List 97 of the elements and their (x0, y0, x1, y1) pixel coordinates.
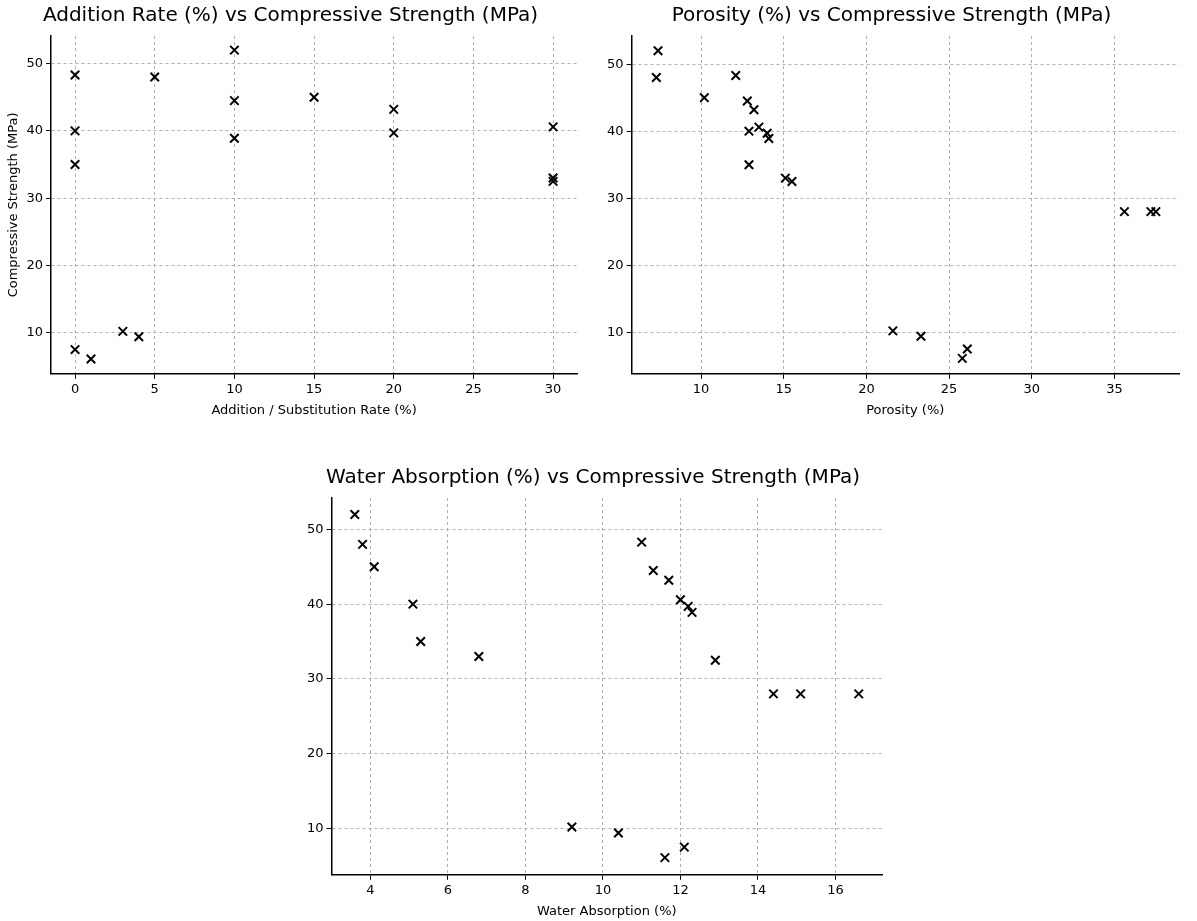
point (699, 92, 710, 103)
point (69, 69, 81, 81)
x-tick-label: 15 (305, 380, 323, 396)
point (915, 331, 927, 342)
point (962, 343, 973, 355)
point (149, 71, 160, 83)
y-tick-label: 30 (607, 189, 624, 205)
y-tick-label: 10 (307, 819, 324, 835)
point (786, 176, 798, 187)
x-tick-label: 15 (775, 380, 792, 396)
point (1145, 206, 1157, 217)
point (730, 70, 741, 81)
y-tick-label: 20 (26, 256, 44, 272)
y-tick-label: 40 (607, 122, 624, 138)
point (613, 827, 624, 839)
point (117, 326, 129, 337)
point (229, 44, 240, 56)
point (308, 91, 320, 103)
x-tick-label: 8 (521, 881, 530, 897)
x-tick-label: 30 (544, 380, 562, 396)
point (69, 344, 81, 355)
point (349, 509, 361, 520)
point (780, 172, 791, 184)
x-axis-title: Addition / Substitution Rate (%) (211, 401, 417, 417)
point (388, 104, 399, 115)
x-tick-label: 20 (385, 380, 403, 396)
x-tick-label: 14 (749, 881, 767, 897)
point (651, 72, 662, 83)
point (768, 688, 779, 700)
x-axis-title: Water Absorption (%) (536, 902, 677, 918)
x-tick-label: 10 (594, 881, 612, 897)
y-tick-label: 10 (26, 324, 44, 340)
x-tick-label: 10 (226, 380, 243, 396)
point (853, 688, 864, 700)
point (357, 539, 368, 550)
x-axis-title: Porosity (%) (866, 401, 945, 417)
chart-title: Addition Rate (%) vs Compressive Strength (MPa) (42, 2, 539, 27)
x-tick-label: 0 (70, 380, 80, 396)
y-tick-label: 10 (607, 323, 624, 339)
point (652, 45, 664, 56)
point (547, 121, 559, 133)
point (686, 607, 698, 618)
point (368, 561, 380, 573)
point (636, 536, 647, 548)
point (547, 176, 559, 187)
x-tick-label: 35 (1106, 380, 1123, 396)
point (887, 325, 899, 337)
x-tick-label: 12 (672, 881, 689, 897)
chart-title: Porosity (%) vs Compressive Strength (MPa) (671, 2, 1112, 27)
y-tick-label: 20 (307, 745, 324, 761)
y-tick-label: 50 (307, 520, 324, 536)
point (566, 821, 578, 833)
point (679, 841, 690, 853)
y-tick-label: 40 (307, 595, 324, 611)
point (388, 127, 399, 139)
point (710, 654, 721, 666)
y-tick-label: 50 (26, 54, 44, 70)
x-tick-label: 6 (443, 881, 452, 897)
point (69, 159, 81, 170)
y-tick-label: 40 (26, 122, 44, 138)
point (795, 688, 806, 700)
point (69, 125, 81, 137)
point (473, 651, 485, 662)
y-axis-title: Compressive Strength (MPa) (5, 112, 21, 298)
point (957, 353, 968, 364)
point (748, 104, 760, 115)
point (415, 636, 426, 647)
x-tick-label: 16 (827, 881, 844, 897)
point (682, 601, 694, 612)
x-tick-label: 25 (940, 380, 958, 396)
x-tick-label: 25 (465, 380, 482, 396)
point (675, 594, 686, 605)
point (229, 133, 240, 144)
point (1119, 206, 1130, 217)
x-tick-label: 30 (1023, 380, 1041, 396)
point (85, 353, 97, 365)
point (742, 95, 753, 107)
x-tick-label: 4 (366, 881, 375, 897)
point (1150, 206, 1162, 217)
point (648, 565, 659, 576)
point (753, 121, 765, 133)
point (743, 125, 755, 137)
y-tick-label: 20 (607, 256, 624, 272)
point (659, 852, 671, 863)
point (663, 575, 675, 586)
point (133, 331, 145, 343)
x-tick-label: 5 (150, 380, 159, 396)
y-tick-label: 50 (607, 55, 624, 71)
point (547, 172, 559, 184)
point (229, 95, 240, 106)
x-tick-label: 20 (858, 380, 875, 396)
y-tick-label: 30 (26, 189, 44, 205)
point (407, 598, 419, 610)
x-tick-label: 10 (692, 380, 710, 396)
point (743, 159, 755, 170)
y-tick-label: 30 (307, 670, 324, 686)
chart-title: Water Absorption (%) vs Compressive Strength (MPa) (325, 464, 861, 489)
